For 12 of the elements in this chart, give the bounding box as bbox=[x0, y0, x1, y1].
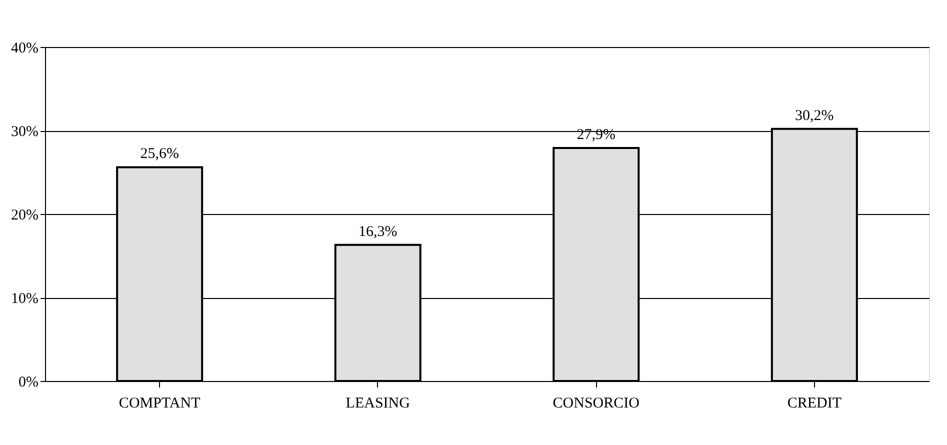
y-tick-label: 0% bbox=[18, 374, 38, 390]
x-tick-label: LEASING bbox=[346, 396, 410, 412]
y-tick-label: 10% bbox=[11, 291, 38, 307]
data-label: 16,3% bbox=[358, 224, 398, 240]
x-tick-label: COMPTANT bbox=[118, 396, 200, 412]
x-tick-label: CREDIT bbox=[787, 396, 842, 412]
data-label: 25,6% bbox=[140, 146, 179, 162]
y-tick-label: 30% bbox=[11, 124, 38, 140]
y-tick-label: 40% bbox=[11, 40, 38, 56]
y-tick-label: 20% bbox=[11, 208, 38, 224]
data-label: 30,2% bbox=[795, 108, 834, 124]
x-tick-label: CONSORCIO bbox=[552, 396, 640, 412]
